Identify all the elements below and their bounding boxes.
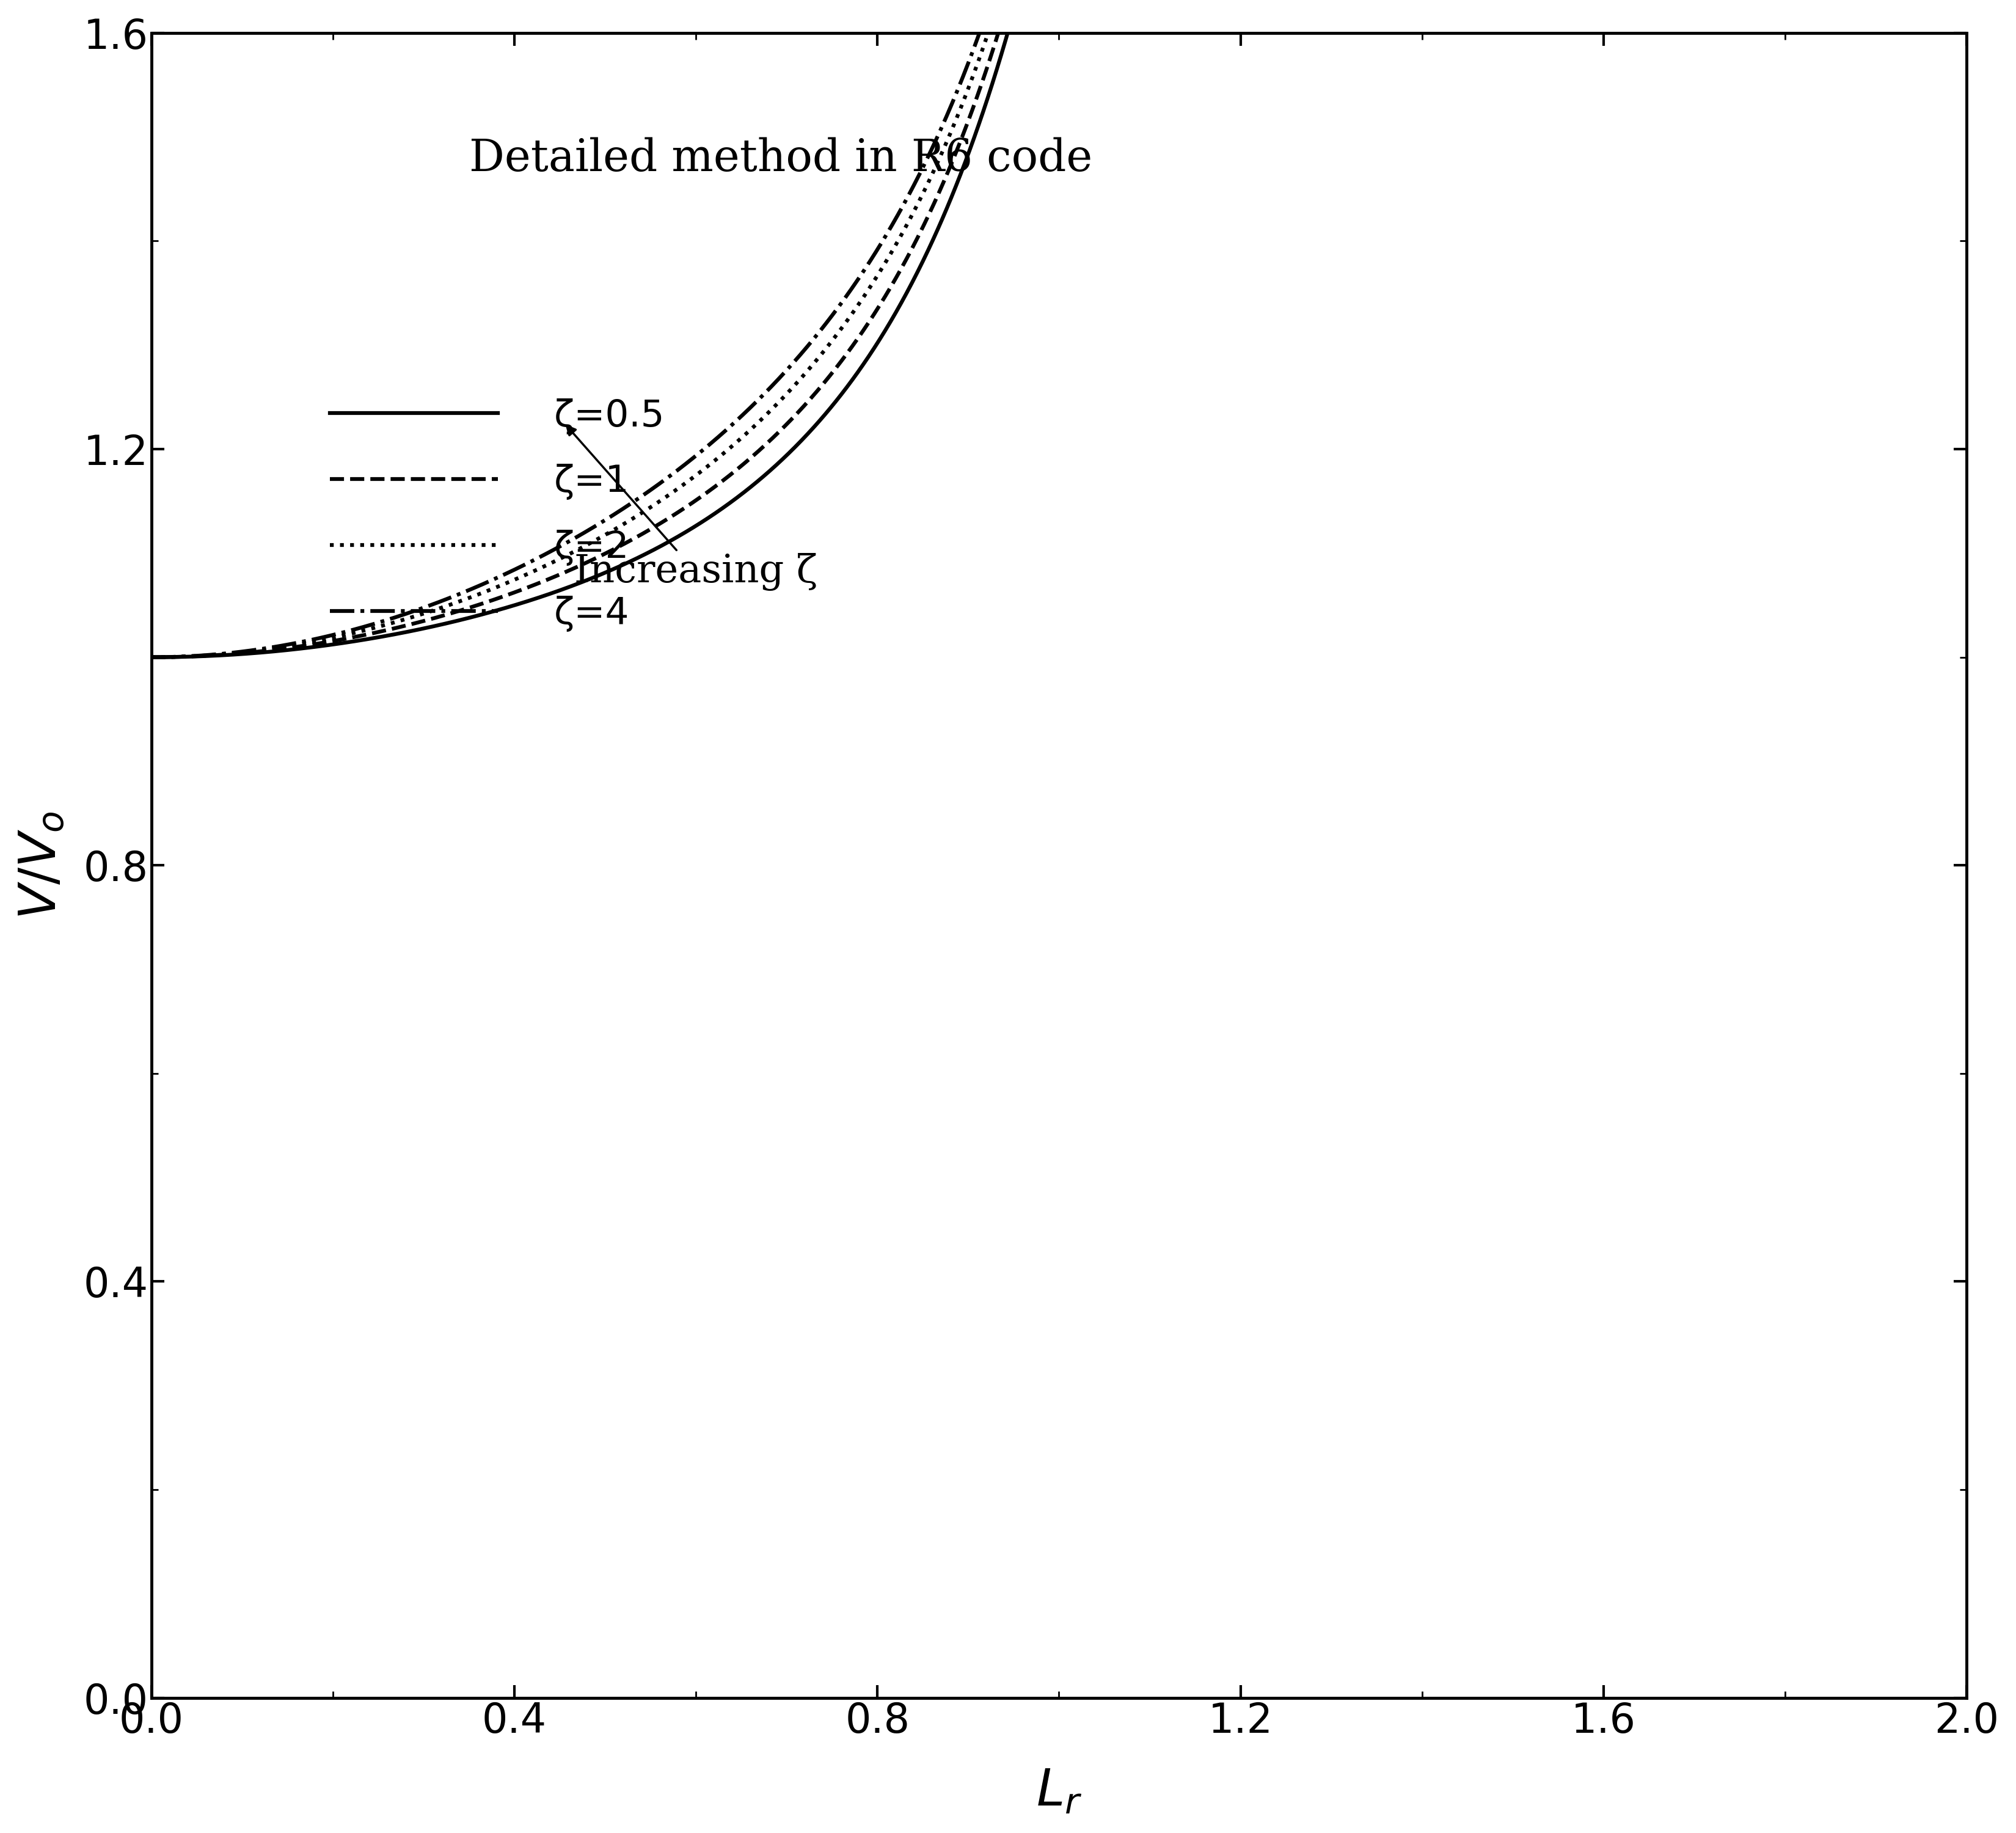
Y-axis label: $V/V_o$: $V/V_o$ [16, 812, 67, 920]
Text: Detailed method in R6 code: Detailed method in R6 code [470, 137, 1093, 180]
Text: Increasing ζ: Increasing ζ [566, 425, 816, 590]
Legend: ζ=0.5, ζ=1, ζ=2, ζ=4: ζ=0.5, ζ=1, ζ=2, ζ=4 [314, 383, 679, 647]
X-axis label: $L_r$: $L_r$ [1036, 1767, 1083, 1817]
